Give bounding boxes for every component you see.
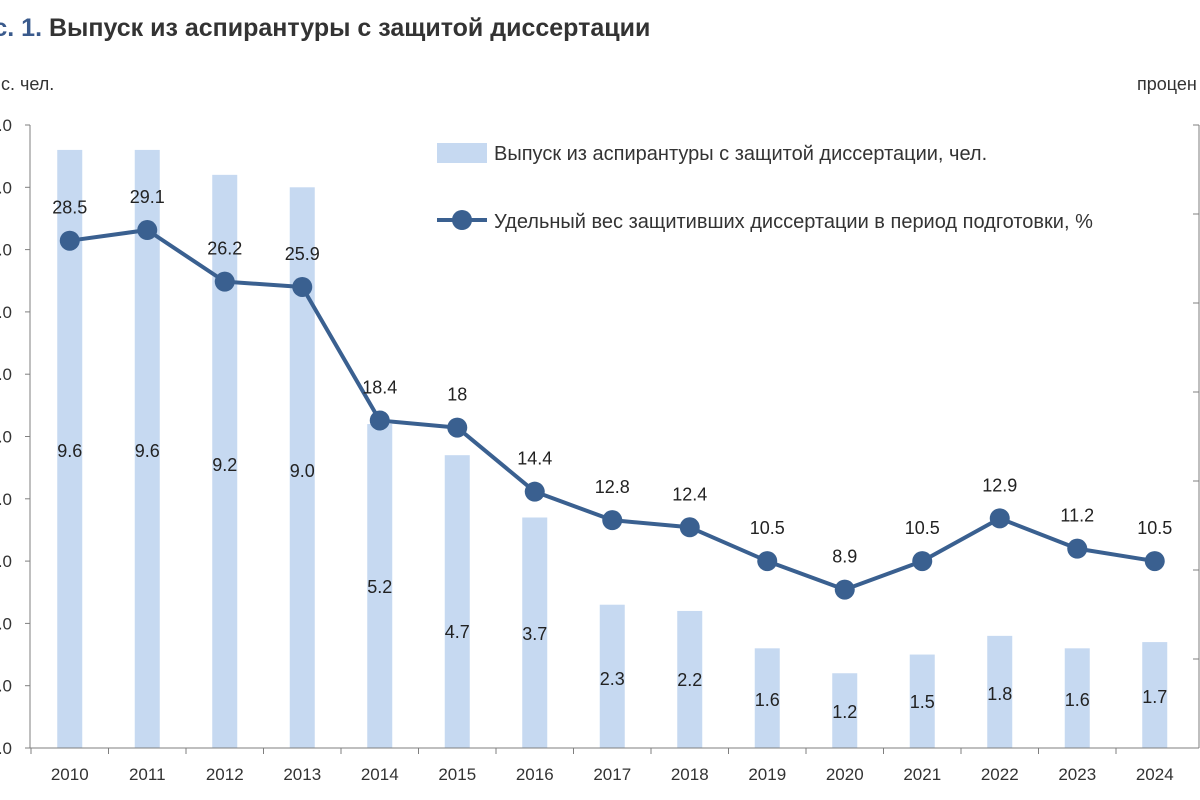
y-left-tick-label: .0	[0, 614, 12, 633]
line-point-2017	[602, 510, 623, 531]
bar-label-2017: 2.3	[600, 669, 625, 689]
y-left-tick-label: .0	[0, 241, 12, 260]
bar-label-2018: 2.2	[677, 670, 702, 690]
line-label-2010: 28.5	[52, 198, 87, 218]
line-point-2020	[834, 579, 855, 600]
x-tick-label-2012: 2012	[206, 765, 244, 784]
line-label-2019: 10.5	[750, 518, 785, 538]
bar-2018	[677, 610, 703, 748]
y-left-tick-label: .0	[0, 116, 12, 135]
legend-line-label: Удельный вес защитивших диссертации в пе…	[494, 211, 1093, 233]
line-point-2018	[679, 517, 700, 538]
line-point-2014	[369, 410, 390, 431]
bar-2012	[212, 174, 238, 749]
bar-2019	[754, 648, 780, 748]
bar-2014	[367, 424, 393, 748]
chart-title: ис. 1. Выпуск из аспирантуры с защитой д…	[0, 14, 650, 43]
y-left-tick-label: .0	[0, 365, 12, 384]
x-tick-label-2020: 2020	[826, 765, 864, 784]
bar-label-2020: 1.2	[832, 702, 857, 722]
bar-label-2014: 5.2	[367, 577, 392, 597]
line-label-2020: 8.9	[832, 547, 857, 567]
y-left-tick-label: .0	[0, 677, 12, 696]
line-point-2024	[1144, 551, 1165, 572]
line-point-2021	[912, 551, 933, 572]
bar-label-2015: 4.7	[445, 622, 470, 642]
bar-2017	[599, 604, 625, 748]
bar-label-2010: 9.6	[57, 441, 82, 461]
line-label-2013: 25.9	[285, 244, 320, 264]
bar-2016	[522, 517, 548, 748]
bar-label-2012: 9.2	[212, 455, 237, 475]
line-point-2015	[447, 417, 468, 438]
x-tick-label-2010: 2010	[51, 765, 89, 784]
figure-title: Выпуск из аспирантуры с защитой диссерта…	[48, 14, 651, 42]
line-label-2023: 11.2	[1060, 506, 1094, 526]
bar-2023	[1064, 648, 1090, 748]
x-tick-label-2014: 2014	[361, 765, 399, 784]
x-tick-label-2013: 2013	[283, 765, 321, 784]
line-point-2011	[137, 220, 158, 241]
bar-label-2023: 1.6	[1065, 690, 1090, 710]
x-tick-label-2024: 2024	[1136, 765, 1174, 784]
y-left-tick-label: .0	[0, 303, 12, 322]
line-label-2012: 26.2	[207, 239, 242, 259]
bar-2015	[444, 455, 470, 748]
y-left-tick-label: .0	[0, 490, 12, 509]
x-tick-label-2017: 2017	[593, 765, 631, 784]
bar-2020	[832, 673, 858, 748]
bar-label-2013: 9.0	[290, 461, 315, 481]
legend-bar-swatch	[437, 143, 487, 163]
x-tick-label-2011: 2011	[129, 765, 166, 784]
line-label-2011: 29.1	[130, 187, 165, 207]
bar-label-2024: 1.7	[1142, 687, 1167, 707]
figure-label: ис. 1.	[0, 14, 43, 42]
y-left-tick-label: .0	[0, 552, 12, 571]
legend-line-marker	[452, 210, 472, 230]
x-tick-label-2018: 2018	[671, 765, 709, 784]
line-label-2016: 14.4	[517, 449, 552, 469]
y-left-tick-label: .0	[0, 739, 12, 758]
x-tick-label-2015: 2015	[438, 765, 476, 784]
line-point-2013	[292, 276, 313, 297]
line-label-2014: 18.4	[362, 377, 397, 397]
left-axis-unit-label: ыс. чел.	[0, 74, 55, 94]
line-point-2019	[757, 551, 778, 572]
line-point-2016	[524, 481, 545, 502]
bar-2024	[1142, 642, 1168, 748]
bar-2021	[909, 654, 935, 748]
bar-label-2022: 1.8	[987, 684, 1012, 704]
x-tick-label-2022: 2022	[981, 765, 1019, 784]
right-axis-unit-label: процен	[1137, 74, 1197, 94]
x-tick-label-2019: 2019	[748, 765, 786, 784]
bar-2022	[987, 635, 1013, 748]
line-label-2022: 12.9	[982, 475, 1017, 495]
bar-label-2019: 1.6	[755, 690, 780, 710]
line-label-2021: 10.5	[905, 518, 940, 538]
bar-2011	[134, 149, 160, 749]
bar-label-2011: 9.6	[135, 441, 160, 461]
line-label-2018: 12.4	[672, 484, 707, 504]
line-label-2024: 10.5	[1137, 518, 1172, 538]
bar-label-2016: 3.7	[522, 624, 547, 644]
line-point-2022	[989, 508, 1010, 529]
line-point-2010	[59, 230, 80, 251]
x-tick-label-2016: 2016	[516, 765, 554, 784]
line-point-2023	[1067, 538, 1088, 559]
line-label-2017: 12.8	[595, 477, 630, 497]
x-tick-label-2023: 2023	[1058, 765, 1096, 784]
line-point-2012	[214, 271, 235, 292]
x-tick-label-2021: 2021	[903, 765, 941, 784]
y-left-tick-label: .0	[0, 428, 12, 447]
line-label-2015: 18	[447, 385, 467, 405]
legend-bar-label: Выпуск из аспирантуры с защитой диссерта…	[494, 143, 987, 165]
bar-label-2021: 1.5	[910, 692, 935, 712]
y-left-tick-label: .0	[0, 178, 12, 197]
